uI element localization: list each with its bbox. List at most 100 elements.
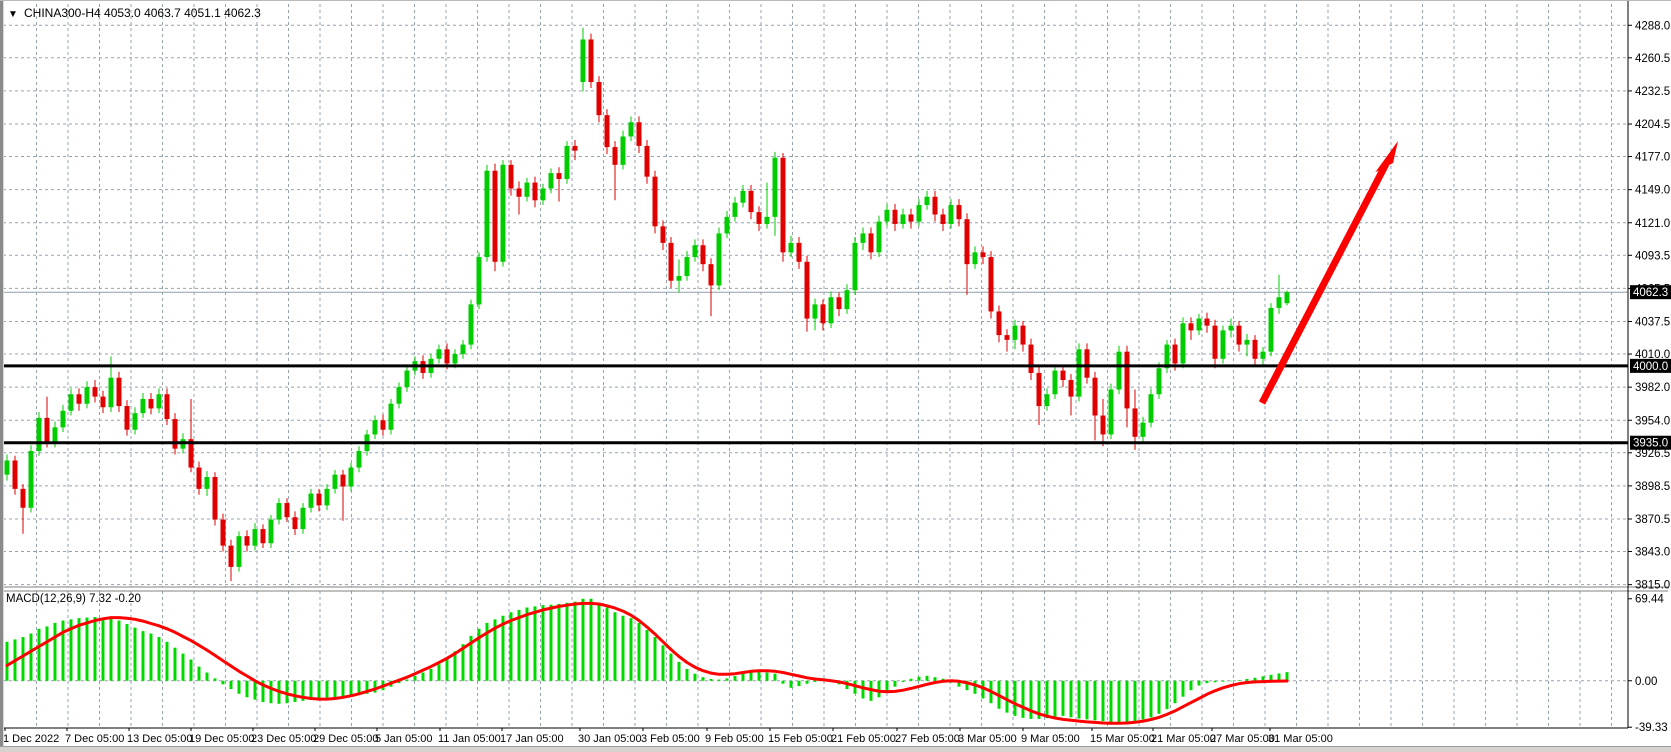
macd-indicator	[5, 598, 1289, 725]
candle	[956, 199, 962, 227]
window-left-border	[0, 1, 4, 752]
candle	[1124, 345, 1130, 428]
candle	[1028, 338, 1034, 381]
candle	[100, 390, 106, 414]
candle	[1180, 317, 1186, 369]
time-axis-label: 17 Jan 05:00	[500, 733, 564, 745]
price-axis-label: 4121.0	[1635, 218, 1670, 230]
candle	[404, 365, 410, 392]
candle	[140, 393, 146, 418]
candle	[1252, 335, 1258, 366]
time-axis-label: 27 Feb 05:00	[895, 733, 960, 745]
candle	[788, 235, 794, 258]
candle	[316, 488, 322, 512]
candle	[4, 454, 10, 481]
candle	[1108, 383, 1114, 440]
candle	[1164, 339, 1170, 373]
candle	[268, 514, 274, 548]
time-axis-label: 21 Feb 05:00	[831, 733, 896, 745]
candle	[556, 167, 562, 202]
candle	[1268, 303, 1274, 357]
candle	[308, 488, 314, 513]
candle	[1068, 374, 1074, 416]
candle	[748, 184, 754, 220]
candle	[228, 539, 234, 582]
price-axis-label: 3815.0	[1635, 580, 1670, 592]
price-tag-label: 4062.3	[1633, 287, 1668, 299]
candle	[60, 404, 66, 433]
candle	[580, 27, 586, 92]
time-axis-label: 3 Mar 05:00	[958, 733, 1017, 745]
candle	[676, 259, 682, 293]
candle	[356, 446, 362, 473]
candle	[1052, 364, 1058, 399]
candle	[764, 182, 770, 229]
price-tag	[1630, 435, 1671, 450]
macd-axis-label: -39.33	[1635, 722, 1668, 734]
price-tag-label: 3935.0	[1633, 438, 1668, 450]
horizontal-level-lines[interactable]	[3, 364, 1628, 445]
candle	[252, 523, 258, 551]
candle	[596, 76, 602, 123]
candle	[900, 208, 906, 229]
candle	[1244, 333, 1250, 357]
candle	[132, 407, 138, 435]
candle	[1116, 345, 1122, 395]
time-axis-label: 15 Feb 05:00	[768, 733, 833, 745]
candle	[1140, 416, 1146, 442]
candle	[724, 210, 730, 239]
candle	[12, 455, 18, 495]
candle	[612, 141, 618, 201]
price-axis-label: 4177.0	[1635, 152, 1670, 164]
price-axis-label: 4093.5	[1635, 250, 1670, 262]
time-axis-label: 19 Dec 05:00	[189, 733, 254, 745]
price-tag	[1630, 285, 1671, 300]
time-axis-label: 1 Dec 2022	[3, 733, 59, 745]
price-axis-label: 4232.5	[1635, 86, 1670, 98]
candle	[1260, 346, 1266, 366]
candle	[652, 170, 658, 234]
symbol-dropdown-icon[interactable]: ▼	[8, 9, 18, 20]
price-axis-label: 3898.5	[1635, 481, 1670, 493]
candle	[44, 396, 50, 448]
candle	[796, 236, 802, 269]
trend-arrow[interactable]	[1258, 141, 1398, 405]
time-axis-label: 5 Jan 05:00	[375, 733, 433, 745]
axis-labels[interactable]: 4288.0 4260.5 4232.5 4204.5 4177.0 4149.0 4121…	[3, 20, 1671, 745]
macd-axis-label: 69.44	[1635, 594, 1664, 606]
candle	[172, 413, 178, 455]
price-axis-label: 3954.0	[1635, 415, 1670, 427]
chart-title: CHINA300-H4 4053.0 4063.7 4051.1 4062.3	[24, 6, 261, 20]
candle	[1220, 325, 1226, 364]
candle	[292, 511, 298, 535]
candle	[164, 388, 170, 425]
price-axis-label: 4010.0	[1635, 349, 1670, 361]
candle	[860, 227, 866, 250]
candle	[908, 208, 914, 229]
candle	[516, 181, 522, 215]
candle	[884, 203, 890, 227]
grid-lines	[3, 4, 1628, 728]
candle	[388, 398, 394, 435]
candle	[92, 380, 98, 403]
candle	[820, 299, 826, 331]
time-axis-label: 21 Mar 05:00	[1151, 733, 1216, 745]
candle	[916, 199, 922, 227]
time-axis-label: 30 Jan 05:00	[578, 733, 642, 745]
candle	[964, 213, 970, 295]
time-axis-label: 31 Mar 05:00	[1268, 733, 1333, 745]
candle	[1036, 367, 1042, 425]
price-axis-label: 3982.0	[1635, 382, 1670, 394]
candle	[1012, 319, 1018, 350]
candle	[572, 139, 578, 161]
price-axis-label: 3843.0	[1635, 547, 1670, 559]
price-tag	[1630, 358, 1671, 373]
time-axis-label: 3 Feb 05:00	[641, 733, 700, 745]
candle	[828, 291, 834, 329]
candle	[1156, 362, 1162, 399]
time-axis-label: 15 Mar 05:00	[1090, 733, 1155, 745]
candle	[772, 151, 778, 236]
candle	[892, 203, 898, 232]
candle	[476, 252, 482, 310]
